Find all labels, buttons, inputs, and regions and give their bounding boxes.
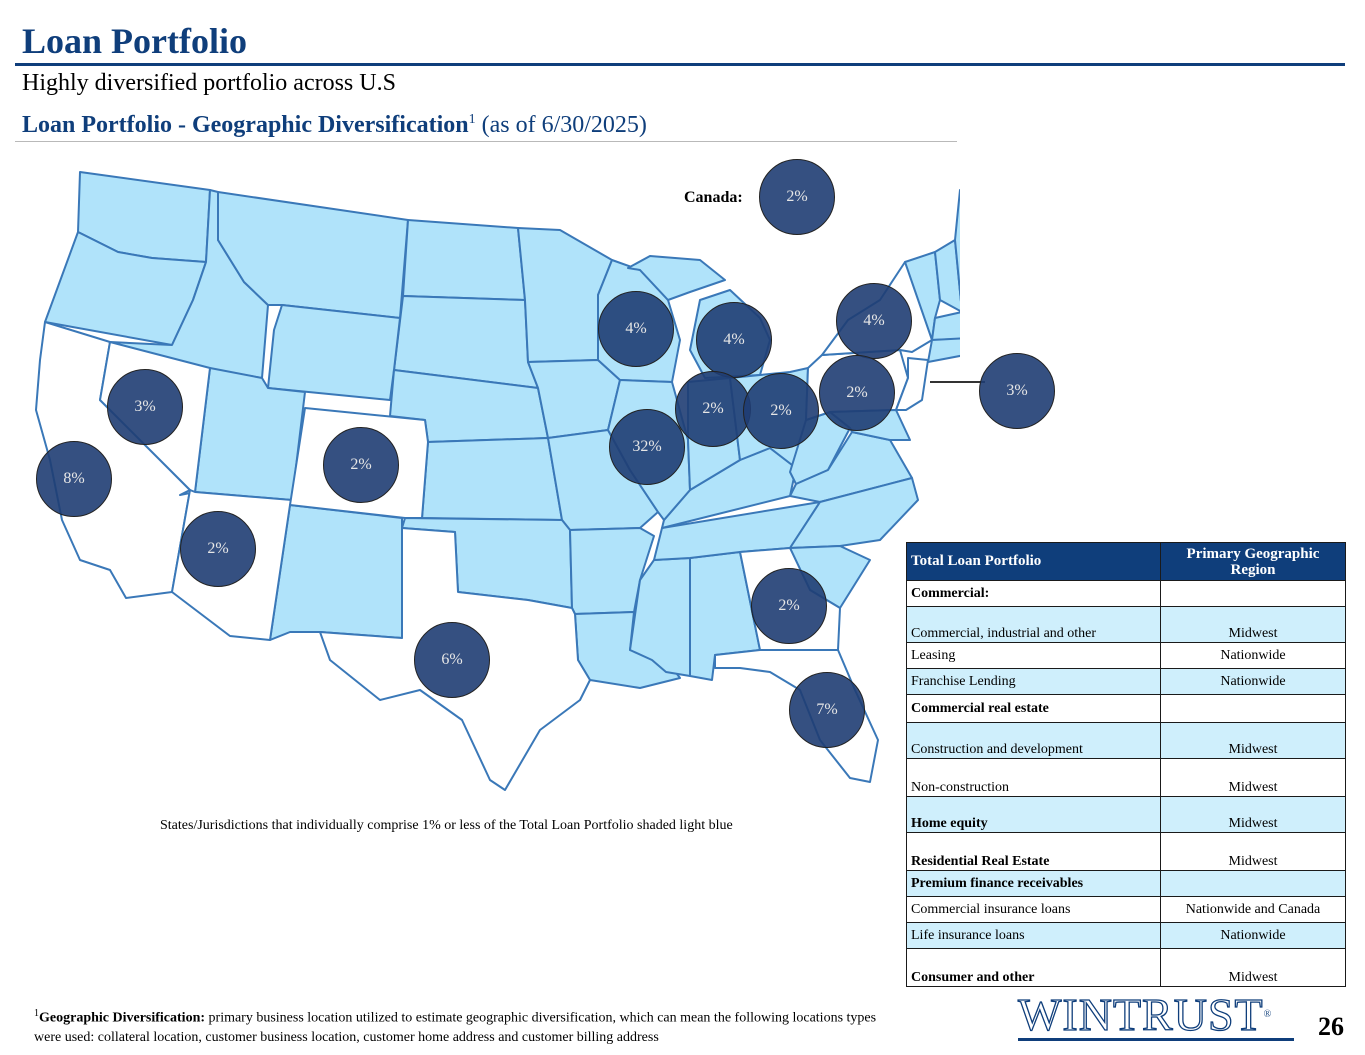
bubble-georgia: 2% xyxy=(751,568,827,644)
row-label: Commercial: xyxy=(906,580,1161,607)
state-kansas xyxy=(421,437,563,521)
row-region xyxy=(1160,870,1346,897)
row-label: Consumer and other xyxy=(906,948,1161,987)
logo-rule xyxy=(1018,1038,1294,1041)
page-title: Loan Portfolio xyxy=(22,21,247,61)
state-maine xyxy=(954,188,960,302)
state-north-dakota xyxy=(402,219,526,301)
row-region xyxy=(1160,580,1346,607)
section-title: Loan Portfolio - Geographic Diversificat… xyxy=(22,112,647,139)
bubble-california: 8% xyxy=(36,441,112,517)
table-row: Non-construction Midwest xyxy=(906,758,1346,797)
state-vermont xyxy=(904,251,941,341)
bubble-ohio: 2% xyxy=(743,373,819,449)
bubble-texas: 6% xyxy=(414,622,490,698)
row-region: Nationwide xyxy=(1160,668,1346,695)
footnote: 1Geographic Diversification: primary bus… xyxy=(34,1004,894,1047)
table-row: Consumer and other Midwest xyxy=(906,948,1346,987)
footnote-mark: 1 xyxy=(34,1008,39,1019)
map-note: States/Jurisdictions that individually c… xyxy=(160,818,733,833)
bubble-colorado: 2% xyxy=(323,427,399,503)
row-region: Nationwide xyxy=(1160,642,1346,669)
table-row: Life insurance loans Nationwide xyxy=(906,922,1346,949)
section-date: (as of 6/30/2025) xyxy=(475,112,647,138)
state-connecticut xyxy=(927,337,960,363)
new-jersey-connector xyxy=(930,381,985,383)
bubble-illinois: 32% xyxy=(609,409,685,485)
section-footnote-mark: 1 xyxy=(468,112,476,127)
row-region xyxy=(1160,694,1346,723)
state-michigan-upper xyxy=(627,255,726,301)
bubble-new-jersey: 3% xyxy=(979,353,1055,429)
row-label: Leasing xyxy=(906,642,1161,669)
bubble-arizona: 2% xyxy=(180,511,256,587)
row-region: Midwest xyxy=(1160,758,1346,797)
table-row: Franchise Lending Nationwide xyxy=(906,668,1346,695)
table-row: Residential Real Estate Midwest xyxy=(906,832,1346,871)
bubble-michigan: 4% xyxy=(696,302,772,378)
footnote-bold: Geographic Diversification: xyxy=(39,1010,206,1026)
bubble-canada: 2% xyxy=(759,159,835,235)
row-region: Midwest xyxy=(1160,606,1346,643)
bubble-pennsylvania: 2% xyxy=(819,355,895,431)
section-rule xyxy=(15,141,957,142)
state-wyoming xyxy=(267,304,401,401)
loan-portfolio-table: Total Loan Portfolio Primary Geographic … xyxy=(906,542,1346,987)
row-label: Premium finance receivables xyxy=(906,870,1161,897)
row-label: Home equity xyxy=(906,796,1161,833)
row-label: Non-construction xyxy=(906,758,1161,797)
table-row: Commercial insurance loans Nationwide an… xyxy=(906,896,1346,923)
row-region: Midwest xyxy=(1160,948,1346,987)
row-label: Life insurance loans xyxy=(906,922,1161,949)
row-region: Midwest xyxy=(1160,796,1346,833)
state-new-mexico xyxy=(269,504,403,641)
footnote-text: primary business location utilized to es… xyxy=(34,1010,877,1045)
canada-label: Canada: xyxy=(684,189,743,206)
table-row: Commercial real estate xyxy=(906,694,1346,723)
page-number: 26 xyxy=(1318,1012,1344,1041)
row-label: Franchise Lending xyxy=(906,668,1161,695)
bubble-nevada: 3% xyxy=(107,369,183,445)
table-header-region: Primary Geographic Region xyxy=(1160,542,1346,581)
row-label: Commercial real estate xyxy=(906,694,1161,723)
logo-text: WINTRUST xyxy=(1017,989,1264,1040)
row-region: Midwest xyxy=(1160,832,1346,871)
row-region: Nationwide and Canada xyxy=(1160,896,1346,923)
table-row: Home equity Midwest xyxy=(906,796,1346,833)
table-row: Commercial: xyxy=(906,580,1346,607)
table-row: Construction and development Midwest xyxy=(906,722,1346,759)
logo-mark: ® xyxy=(1263,1009,1273,1020)
row-label: Commercial insurance loans xyxy=(906,896,1161,923)
row-label: Commercial, industrial and other xyxy=(906,606,1161,643)
bubble-wisconsin: 4% xyxy=(598,291,674,367)
table-row: Leasing Nationwide xyxy=(906,642,1346,669)
page-subtitle: Highly diversified portfolio across U.S xyxy=(22,70,396,96)
table-row: Premium finance receivables xyxy=(906,870,1346,897)
row-label: Construction and development xyxy=(906,722,1161,759)
table-row: Commercial, industrial and other Midwest xyxy=(906,606,1346,643)
row-region: Nationwide xyxy=(1160,922,1346,949)
section-title-text: Loan Portfolio - Geographic Diversificat… xyxy=(22,112,469,138)
title-rule xyxy=(15,63,1345,66)
bubble-indiana: 2% xyxy=(675,371,751,447)
bubble-florida: 7% xyxy=(789,672,865,748)
row-region: Midwest xyxy=(1160,722,1346,759)
table-header-portfolio: Total Loan Portfolio xyxy=(906,542,1161,581)
wintrust-logo: WINTRUST® xyxy=(1017,989,1273,1040)
row-label: Residential Real Estate xyxy=(906,832,1161,871)
bubble-new-york: 4% xyxy=(836,283,912,359)
state-massachusetts xyxy=(931,311,960,341)
state-new-hampshire xyxy=(934,239,960,313)
